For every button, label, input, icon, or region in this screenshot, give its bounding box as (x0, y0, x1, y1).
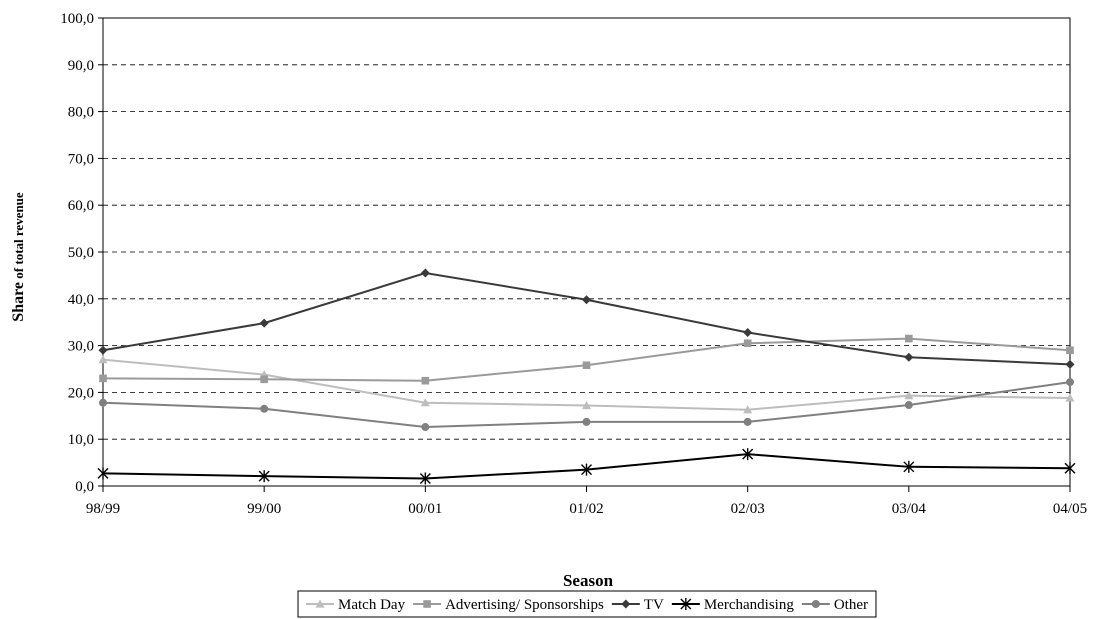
data-point (260, 375, 268, 384)
series-line (102, 337, 1071, 382)
y-tick-label: 90,0 (68, 58, 94, 74)
data-point (1065, 393, 1075, 402)
data-point (743, 327, 753, 337)
series-advertising-sponsorships (99, 334, 1074, 385)
data-point (903, 460, 915, 473)
data-point (260, 404, 269, 413)
legend-symbol (306, 599, 335, 608)
legend-marker (423, 600, 431, 608)
y-tick-label: 20,0 (68, 385, 94, 401)
data-point (742, 448, 754, 461)
x-axis-title: Season (563, 571, 614, 590)
x-tick-label: 99/00 (247, 501, 281, 517)
legend-item: TV (611, 597, 664, 613)
data-point (582, 361, 591, 370)
legend-marker (315, 599, 325, 608)
data-point (419, 472, 431, 485)
series-merchandising (97, 448, 1076, 485)
series-match-day (98, 355, 1075, 414)
data-point (904, 391, 914, 400)
data-point (1064, 462, 1076, 475)
data-point (582, 417, 591, 426)
x-tick-label: 03/04 (892, 501, 927, 517)
y-axis-title: Share of total revenue (10, 192, 27, 322)
data-point (743, 417, 752, 426)
data-point (743, 405, 753, 414)
data-point (98, 345, 108, 355)
legend-symbol (671, 598, 700, 610)
data-point (420, 268, 430, 278)
data-point (421, 423, 430, 432)
y-tick-label: 0,0 (75, 479, 94, 495)
legend-box (297, 590, 877, 618)
data-point (1066, 378, 1074, 387)
legend-symbol (413, 600, 442, 608)
data-point (258, 470, 270, 483)
legend: Match Day Advertising/ Sponsorships TV Merc… (297, 590, 877, 618)
series-tv (98, 268, 1075, 369)
y-axis-ticks: 0,0 10,0 20,0 30,0 40,0 50,0 60,0 70,0 80,0 90,0 1… (60, 11, 103, 495)
y-tick-label: 40,0 (68, 292, 94, 308)
x-tick-label: 00/01 (408, 501, 442, 517)
legend-symbol (611, 599, 640, 609)
data-point (581, 463, 592, 476)
legend-item: Other (801, 597, 868, 613)
y-tick-label: 80,0 (68, 105, 94, 121)
legend-item: Merchandising (671, 597, 794, 613)
series-other (99, 378, 1074, 432)
data-point (1065, 359, 1075, 369)
grid-lines (103, 64, 1070, 440)
x-axis-ticks: 98/99 99/00 00/01 01/02 02/03 03/04 04/05 (86, 486, 1087, 517)
data-point (97, 467, 109, 480)
legend-label: Advertising/ Sponsorships (445, 597, 604, 613)
legend-symbol (801, 600, 830, 608)
legend-item: Match Day (306, 597, 406, 613)
data-point (582, 401, 591, 410)
y-tick-label: 50,0 (68, 245, 94, 261)
data-point (421, 376, 430, 385)
data-point (905, 334, 913, 343)
x-tick-label: 98/99 (86, 501, 120, 517)
data-point (99, 374, 107, 383)
series-lines (97, 268, 1076, 485)
data-point (904, 401, 913, 410)
legend-marker (621, 599, 631, 609)
data-point (904, 352, 914, 362)
data-point (98, 355, 108, 364)
y-tick-label: 30,0 (68, 339, 94, 355)
series-line (102, 272, 1071, 366)
y-tick-label: 70,0 (68, 151, 94, 167)
data-point (582, 295, 591, 305)
data-point (420, 398, 430, 407)
data-point (259, 318, 269, 328)
y-tick-label: 60,0 (68, 198, 94, 214)
legend-item: Advertising/ Sponsorships (413, 597, 604, 613)
legend-label: TV (644, 597, 664, 613)
legend-label: Other (834, 597, 868, 613)
data-point (1066, 346, 1074, 355)
y-tick-label: 10,0 (68, 432, 94, 448)
x-tick-label: 02/03 (731, 501, 765, 517)
data-point (743, 339, 752, 348)
y-axis-title-main: Share (10, 282, 27, 322)
y-tick-label: 100,0 (60, 11, 94, 27)
legend-marker (680, 598, 692, 610)
legend-label: Merchandising (704, 597, 794, 613)
y-axis-title-rest: of total revenue (11, 192, 26, 282)
legend-label: Match Day (338, 597, 406, 613)
x-tick-label: 01/02 (569, 501, 603, 517)
data-point (99, 398, 107, 407)
legend-marker (811, 600, 820, 608)
x-tick-label: 04/05 (1053, 501, 1087, 517)
